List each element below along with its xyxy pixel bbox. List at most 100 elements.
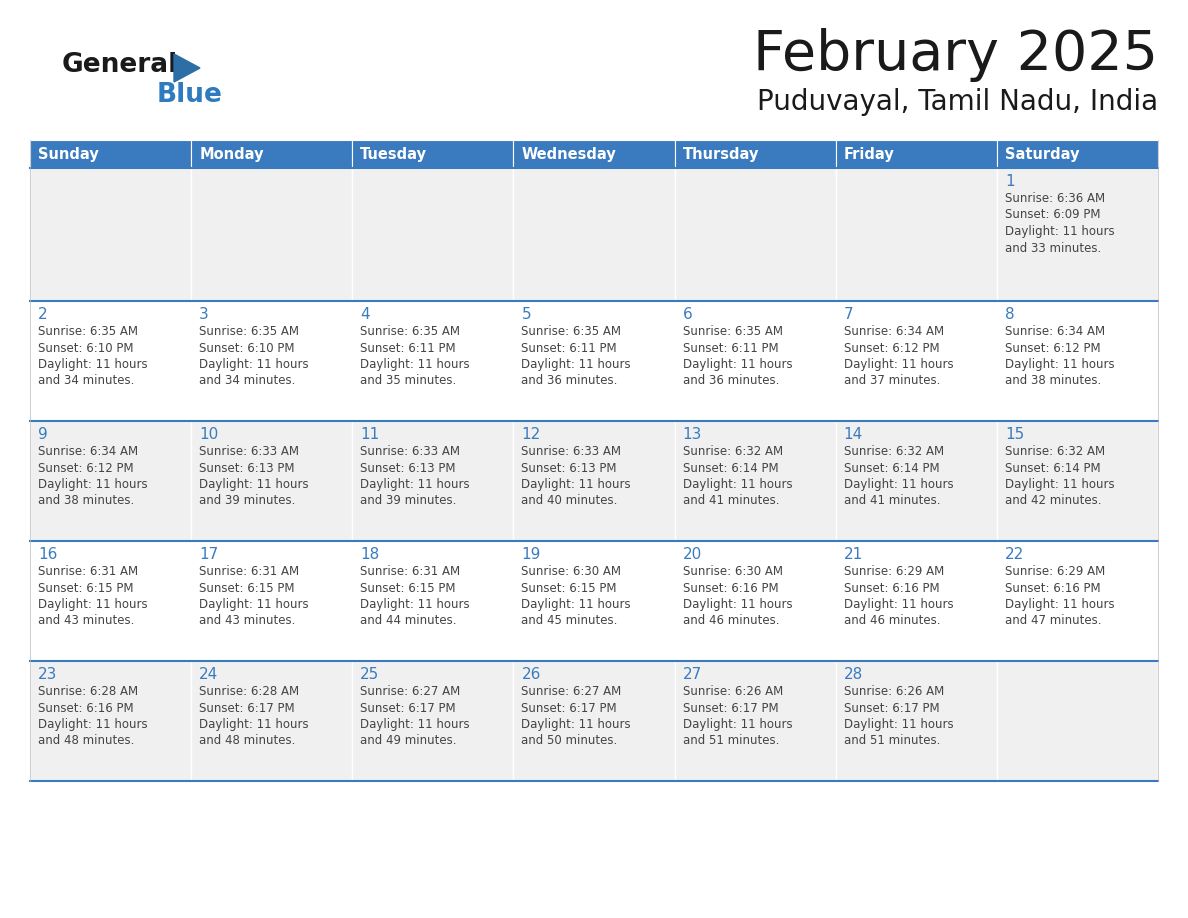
- Text: Sunrise: 6:35 AM: Sunrise: 6:35 AM: [360, 325, 460, 338]
- Bar: [835, 421, 997, 541]
- Bar: [675, 541, 835, 661]
- Text: Daylight: 11 hours: Daylight: 11 hours: [522, 478, 631, 491]
- Text: Sunrise: 6:35 AM: Sunrise: 6:35 AM: [38, 325, 138, 338]
- Text: Sunrise: 6:33 AM: Sunrise: 6:33 AM: [522, 445, 621, 458]
- Text: 9: 9: [38, 427, 48, 442]
- Text: Sunrise: 6:27 AM: Sunrise: 6:27 AM: [522, 685, 621, 698]
- Text: 18: 18: [360, 547, 379, 562]
- Text: Sunset: 6:14 PM: Sunset: 6:14 PM: [683, 462, 778, 475]
- Text: Sunrise: 6:26 AM: Sunrise: 6:26 AM: [843, 685, 944, 698]
- Text: Sunrise: 6:32 AM: Sunrise: 6:32 AM: [1005, 445, 1105, 458]
- Text: Sunrise: 6:33 AM: Sunrise: 6:33 AM: [360, 445, 460, 458]
- Text: Sunset: 6:13 PM: Sunset: 6:13 PM: [522, 462, 617, 475]
- Text: Sunset: 6:15 PM: Sunset: 6:15 PM: [360, 581, 456, 595]
- Bar: [353, 661, 513, 781]
- Bar: [30, 661, 191, 781]
- Text: Daylight: 11 hours: Daylight: 11 hours: [843, 358, 953, 371]
- Bar: [30, 541, 191, 661]
- Text: Sunset: 6:16 PM: Sunset: 6:16 PM: [683, 581, 778, 595]
- Text: 19: 19: [522, 547, 541, 562]
- Text: and 39 minutes.: and 39 minutes.: [200, 495, 296, 508]
- Text: 15: 15: [1005, 427, 1024, 442]
- Text: Tuesday: Tuesday: [360, 147, 428, 162]
- Text: Daylight: 11 hours: Daylight: 11 hours: [200, 478, 309, 491]
- Text: Sunrise: 6:30 AM: Sunrise: 6:30 AM: [683, 565, 783, 578]
- Text: Daylight: 11 hours: Daylight: 11 hours: [200, 358, 309, 371]
- Text: Sunday: Sunday: [38, 147, 99, 162]
- Text: Sunset: 6:16 PM: Sunset: 6:16 PM: [38, 701, 133, 714]
- Text: Daylight: 11 hours: Daylight: 11 hours: [843, 718, 953, 731]
- Bar: [353, 541, 513, 661]
- Bar: [30, 168, 191, 301]
- Text: Sunset: 6:15 PM: Sunset: 6:15 PM: [38, 581, 133, 595]
- Text: Daylight: 11 hours: Daylight: 11 hours: [38, 598, 147, 611]
- Text: and 51 minutes.: and 51 minutes.: [843, 734, 940, 747]
- Bar: [353, 168, 513, 301]
- Text: Daylight: 11 hours: Daylight: 11 hours: [1005, 358, 1114, 371]
- Text: Sunrise: 6:34 AM: Sunrise: 6:34 AM: [843, 325, 943, 338]
- Text: Sunrise: 6:32 AM: Sunrise: 6:32 AM: [683, 445, 783, 458]
- Bar: [353, 140, 513, 168]
- Text: 2: 2: [38, 307, 48, 322]
- Text: Sunset: 6:11 PM: Sunset: 6:11 PM: [683, 341, 778, 354]
- Text: Sunrise: 6:35 AM: Sunrise: 6:35 AM: [200, 325, 299, 338]
- Text: Sunset: 6:14 PM: Sunset: 6:14 PM: [1005, 462, 1100, 475]
- Text: and 48 minutes.: and 48 minutes.: [38, 734, 134, 747]
- Text: 21: 21: [843, 547, 862, 562]
- Text: Daylight: 11 hours: Daylight: 11 hours: [522, 598, 631, 611]
- Text: Daylight: 11 hours: Daylight: 11 hours: [360, 598, 470, 611]
- Bar: [353, 301, 513, 421]
- Text: Sunrise: 6:31 AM: Sunrise: 6:31 AM: [38, 565, 138, 578]
- Text: Sunrise: 6:31 AM: Sunrise: 6:31 AM: [200, 565, 299, 578]
- Bar: [513, 301, 675, 421]
- Text: and 36 minutes.: and 36 minutes.: [522, 375, 618, 387]
- Bar: [997, 168, 1158, 301]
- Text: Sunrise: 6:29 AM: Sunrise: 6:29 AM: [843, 565, 944, 578]
- Text: Daylight: 11 hours: Daylight: 11 hours: [38, 478, 147, 491]
- Text: Sunset: 6:17 PM: Sunset: 6:17 PM: [522, 701, 617, 714]
- Bar: [191, 168, 353, 301]
- Bar: [513, 541, 675, 661]
- Text: Sunset: 6:12 PM: Sunset: 6:12 PM: [38, 462, 133, 475]
- Text: Sunset: 6:14 PM: Sunset: 6:14 PM: [843, 462, 940, 475]
- Text: and 46 minutes.: and 46 minutes.: [683, 614, 779, 628]
- Text: Sunset: 6:17 PM: Sunset: 6:17 PM: [843, 701, 940, 714]
- Text: Puduvayal, Tamil Nadu, India: Puduvayal, Tamil Nadu, India: [757, 88, 1158, 116]
- Text: Sunset: 6:13 PM: Sunset: 6:13 PM: [360, 462, 456, 475]
- Text: and 34 minutes.: and 34 minutes.: [38, 375, 134, 387]
- Text: 16: 16: [38, 547, 57, 562]
- Text: Sunset: 6:17 PM: Sunset: 6:17 PM: [200, 701, 295, 714]
- Text: Sunset: 6:17 PM: Sunset: 6:17 PM: [683, 701, 778, 714]
- Text: and 47 minutes.: and 47 minutes.: [1005, 614, 1101, 628]
- Text: and 51 minutes.: and 51 minutes.: [683, 734, 779, 747]
- Text: 12: 12: [522, 427, 541, 442]
- Text: and 45 minutes.: and 45 minutes.: [522, 614, 618, 628]
- Text: Sunrise: 6:26 AM: Sunrise: 6:26 AM: [683, 685, 783, 698]
- Text: and 40 minutes.: and 40 minutes.: [522, 495, 618, 508]
- Text: 11: 11: [360, 427, 379, 442]
- Text: and 49 minutes.: and 49 minutes.: [360, 734, 456, 747]
- Text: 27: 27: [683, 667, 702, 682]
- Text: Sunrise: 6:32 AM: Sunrise: 6:32 AM: [843, 445, 943, 458]
- Bar: [835, 168, 997, 301]
- Text: 8: 8: [1005, 307, 1015, 322]
- Text: and 34 minutes.: and 34 minutes.: [200, 375, 296, 387]
- Text: Sunrise: 6:35 AM: Sunrise: 6:35 AM: [522, 325, 621, 338]
- Text: 6: 6: [683, 307, 693, 322]
- Text: 1: 1: [1005, 174, 1015, 189]
- Text: Daylight: 11 hours: Daylight: 11 hours: [683, 478, 792, 491]
- Text: Sunset: 6:16 PM: Sunset: 6:16 PM: [843, 581, 940, 595]
- Text: Daylight: 11 hours: Daylight: 11 hours: [1005, 225, 1114, 238]
- Text: and 44 minutes.: and 44 minutes.: [360, 614, 456, 628]
- Text: Sunset: 6:11 PM: Sunset: 6:11 PM: [522, 341, 617, 354]
- Bar: [191, 140, 353, 168]
- Text: and 39 minutes.: and 39 minutes.: [360, 495, 456, 508]
- Text: and 50 minutes.: and 50 minutes.: [522, 734, 618, 747]
- Bar: [997, 661, 1158, 781]
- Text: Sunset: 6:13 PM: Sunset: 6:13 PM: [200, 462, 295, 475]
- Text: 13: 13: [683, 427, 702, 442]
- Text: Daylight: 11 hours: Daylight: 11 hours: [683, 598, 792, 611]
- Text: Sunset: 6:12 PM: Sunset: 6:12 PM: [843, 341, 940, 354]
- Text: Sunrise: 6:34 AM: Sunrise: 6:34 AM: [38, 445, 138, 458]
- Bar: [513, 421, 675, 541]
